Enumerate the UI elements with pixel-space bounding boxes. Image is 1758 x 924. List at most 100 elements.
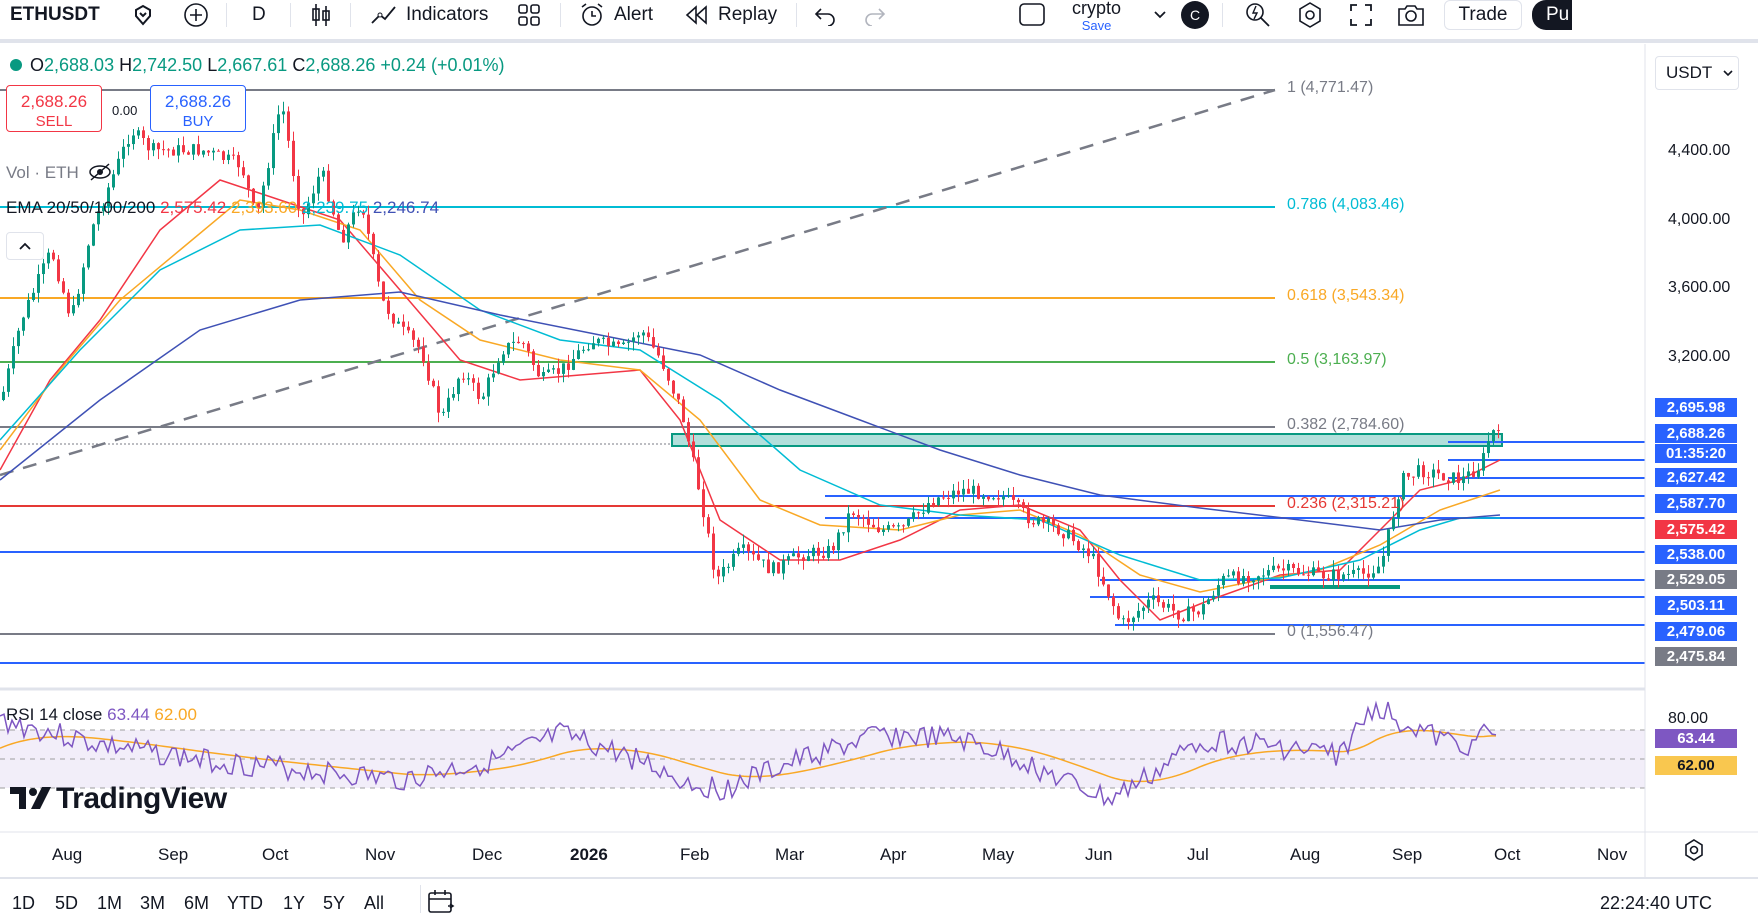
compare-add-icon[interactable] <box>182 0 210 30</box>
favorite-icon[interactable] <box>130 0 156 30</box>
candle-body <box>1377 566 1380 574</box>
candle-body <box>997 498 1000 500</box>
month-label: Jul <box>1187 845 1209 864</box>
alert-button[interactable]: Alert <box>578 0 653 30</box>
candle-body <box>977 485 980 499</box>
candle-body <box>1042 517 1045 523</box>
candle-body <box>212 150 215 153</box>
avatar[interactable]: C <box>1181 0 1209 30</box>
range-button-ytd[interactable]: YTD <box>227 893 263 913</box>
price-axis[interactable] <box>0 44 1758 877</box>
candle-body <box>412 330 415 340</box>
candle-body <box>447 397 450 412</box>
fib-label: 0.618 (3,543.34) <box>1287 287 1405 304</box>
range-button-6m[interactable]: 6M <box>184 893 210 913</box>
candle-body <box>567 363 570 370</box>
range-button-1d[interactable]: 1D <box>12 893 36 913</box>
candle-body <box>1197 611 1200 615</box>
buy-button[interactable]: 2,688.26 BUY <box>150 85 246 132</box>
candle-body <box>1477 470 1480 477</box>
candle-body <box>262 185 265 208</box>
candle-body <box>1427 477 1430 479</box>
undo-icon[interactable] <box>812 0 838 30</box>
publish-button[interactable]: Pu <box>1532 0 1572 30</box>
range-button-1y[interactable]: 1Y <box>283 893 306 913</box>
candle-body <box>377 254 380 282</box>
candle-body <box>827 545 830 558</box>
month-label: Sep <box>158 845 189 864</box>
chart-area[interactable] <box>0 44 1758 877</box>
candle-body <box>37 274 40 293</box>
indicators-button[interactable]: Indicators <box>370 0 488 30</box>
candle-body <box>147 138 150 151</box>
candles-icon[interactable] <box>310 0 332 30</box>
candle-body <box>297 176 300 209</box>
candle-body <box>772 562 775 574</box>
candle-body <box>622 342 625 345</box>
range-button-5y[interactable]: 5Y <box>323 893 346 913</box>
candle-body <box>232 154 235 156</box>
candle-body <box>1432 469 1435 478</box>
candle-body <box>817 547 820 556</box>
layout-square-icon[interactable] <box>1018 0 1048 30</box>
interval-button[interactable]: D <box>252 0 266 30</box>
candle-body <box>867 518 870 525</box>
candle-body <box>337 214 340 230</box>
candle-body <box>577 350 580 359</box>
candle-body <box>237 155 240 168</box>
redo-icon[interactable] <box>862 0 888 30</box>
ema-legend[interactable]: EMA 20/50/100/200 2,575.42 2,393.60 2,23… <box>6 198 439 218</box>
symbol-search[interactable]: ETHUSDT <box>10 0 100 30</box>
candle-body <box>722 566 725 577</box>
month-label: Feb <box>680 845 710 864</box>
candle-body <box>2 391 5 400</box>
currency-select[interactable]: USDT <box>1655 56 1739 90</box>
fib-label: 0.382 (2,784.60) <box>1287 416 1405 433</box>
candle-body <box>877 527 880 533</box>
candle-body <box>842 532 845 534</box>
camera-icon[interactable] <box>1396 0 1426 30</box>
ema-label: EMA 20/50/100/200 <box>6 198 156 217</box>
candle-body <box>42 263 45 275</box>
rsi-legend[interactable]: RSI 14 close 63.44 62.00 <box>6 705 197 725</box>
candle-body <box>1067 529 1070 539</box>
trade-button[interactable]: Trade <box>1444 0 1522 30</box>
layout-name-button[interactable]: crypto Save <box>1072 0 1122 33</box>
range-button-5d[interactable]: 5D <box>55 893 79 913</box>
candle-body <box>452 394 455 398</box>
candle-body <box>177 145 180 156</box>
volume-legend[interactable]: Vol · ETH <box>6 162 113 183</box>
candle-body <box>1222 575 1225 586</box>
candle-body <box>292 140 295 177</box>
candle-body <box>1237 571 1240 584</box>
candle-body <box>1492 430 1495 442</box>
fullscreen-icon[interactable] <box>1348 0 1374 30</box>
candle-body <box>477 382 480 399</box>
candle-body <box>12 346 15 369</box>
layout-name: crypto <box>1072 0 1122 18</box>
candle-body <box>812 547 815 557</box>
candle-body <box>1417 465 1420 477</box>
layout-save-label: Save <box>1081 17 1112 33</box>
settings-gear-icon[interactable] <box>1296 0 1324 30</box>
ema50-value: 2,393.60 <box>231 198 298 217</box>
axis-settings-icon[interactable] <box>1682 838 1706 867</box>
candle-body <box>1462 476 1465 484</box>
layouts-grid-icon[interactable] <box>516 0 542 30</box>
clock[interactable]: 22:24:40 UTC <box>1600 893 1713 913</box>
open-label: O <box>30 55 45 75</box>
eye-hidden-icon[interactable] <box>87 162 113 182</box>
replay-button[interactable]: Replay <box>684 0 777 30</box>
collapse-legend-button[interactable] <box>6 232 44 260</box>
chevron-down-icon[interactable] <box>1152 0 1168 30</box>
candle-body <box>112 174 115 188</box>
date-range-icon[interactable] <box>426 888 456 921</box>
candle-body <box>1217 585 1220 596</box>
range-button-3m[interactable]: 3M <box>140 893 166 913</box>
candle-body <box>712 533 715 570</box>
sell-button[interactable]: 2,688.26 SELL <box>6 85 102 132</box>
range-button-1m[interactable]: 1M <box>97 893 123 913</box>
range-button-all[interactable]: All <box>364 893 385 913</box>
month-label: Aug <box>52 845 83 864</box>
quick-search-icon[interactable] <box>1244 0 1272 30</box>
